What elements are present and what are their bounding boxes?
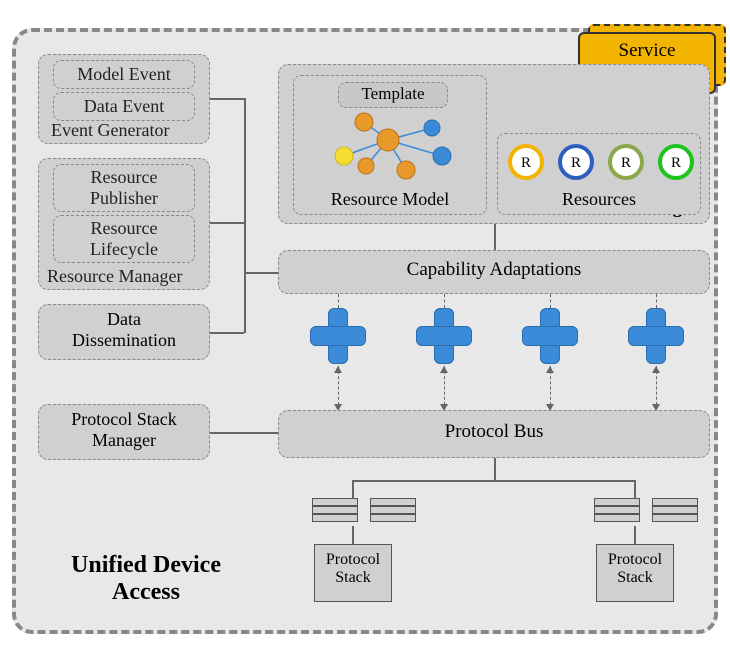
- conn-ps-l: [352, 526, 354, 544]
- protocol-stack-manager: Protocol StackManager: [38, 404, 210, 460]
- event-generator-label: Event Generator: [51, 120, 169, 141]
- resource-ring-3: R: [608, 144, 644, 180]
- l-conn-dd: [210, 332, 244, 334]
- conn-ps-r: [634, 526, 636, 544]
- l-conn-to-cap: [244, 272, 278, 274]
- stacks-4: [652, 498, 698, 522]
- arrow-up-4: [652, 366, 660, 373]
- conn-hsplit: [352, 480, 636, 482]
- resource-publisher: ResourcePublisher: [53, 164, 195, 212]
- conn-bus-split: [494, 458, 496, 480]
- arrow-up-2: [440, 366, 448, 373]
- protocol-bus-label: Protocol Bus: [445, 421, 544, 442]
- l-conn-eg: [210, 98, 244, 100]
- capability-label: Capability Adaptations: [407, 259, 582, 280]
- resource-model-label: Resource Model: [294, 189, 486, 210]
- resource-manager: ResourcePublisher ResourceLifecycle Reso…: [38, 158, 210, 290]
- event-generator: Model Event Data Event Event Generator: [38, 54, 210, 144]
- l-vert-bus: [244, 98, 246, 333]
- stacks-1: [312, 498, 358, 522]
- resources-label: Resources: [498, 189, 700, 210]
- resource-ring-1: R: [508, 144, 544, 180]
- resource-manager-label: Resource Manager: [47, 266, 182, 287]
- conn-cap-plus-4: [656, 294, 657, 308]
- diagram-frame: ServiceEndpoint SE Manager Template: [12, 28, 718, 634]
- conn-cap-plus-1: [338, 294, 339, 308]
- se-manager: SE Manager Template: [278, 64, 710, 224]
- data-dissemination: DataDissemination: [38, 304, 210, 360]
- conn-cap-plus-2: [444, 294, 445, 308]
- resources-box: R R R R Resources: [497, 133, 701, 215]
- l-conn-psm: [210, 432, 278, 434]
- plus-1: [310, 308, 366, 364]
- protocol-stack-2: ProtocolStack: [596, 544, 674, 602]
- plus-2: [416, 308, 472, 364]
- connector-se-cap: [494, 224, 496, 250]
- l-conn-rm: [210, 222, 244, 224]
- plus-3: [522, 308, 578, 364]
- resource-lifecycle: ResourceLifecycle: [53, 215, 195, 263]
- stacks-3: [594, 498, 640, 522]
- arrow-up-1: [334, 366, 342, 373]
- conn-cap-plus-3: [550, 294, 551, 308]
- protocol-bus: Protocol Bus: [278, 410, 710, 458]
- arrow-up-3: [546, 366, 554, 373]
- resource-ring-2: R: [558, 144, 594, 180]
- protocol-stack-1: ProtocolStack: [314, 544, 392, 602]
- diagram-title: Unified DeviceAccess: [36, 552, 256, 606]
- resource-model-box: Template Resource Model: [293, 75, 487, 215]
- data-event: Data Event: [53, 92, 195, 121]
- stacks-2: [370, 498, 416, 522]
- capability-adaptations: Capability Adaptations: [278, 250, 710, 294]
- conn-down-right: [634, 480, 636, 498]
- plus-4: [628, 308, 684, 364]
- conn-down-left: [352, 480, 354, 498]
- model-event: Model Event: [53, 60, 195, 89]
- resource-ring-4: R: [658, 144, 694, 180]
